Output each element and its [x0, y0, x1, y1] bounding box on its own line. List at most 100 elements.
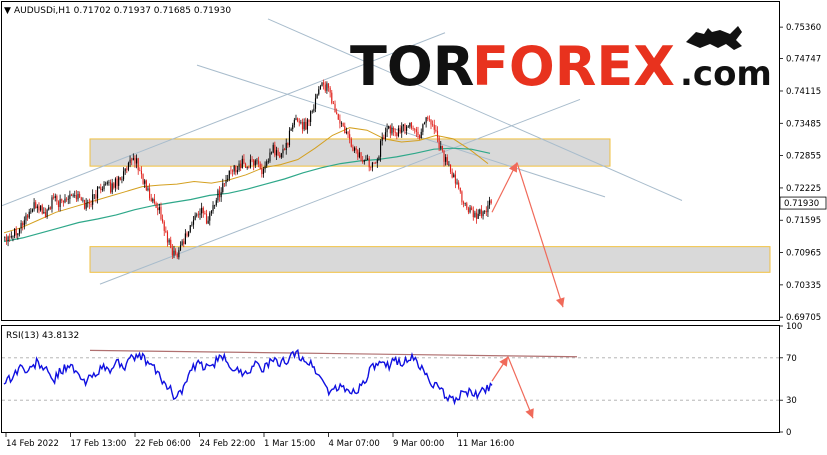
time-tick-label: 22 Feb 06:00 — [135, 439, 191, 449]
candle-body — [228, 170, 230, 179]
candle-body — [212, 205, 214, 212]
candle-body — [240, 163, 242, 168]
candle-body — [103, 183, 105, 190]
candle-body — [31, 209, 34, 212]
candle-body — [313, 108, 315, 112]
candle-body — [136, 158, 138, 164]
candle-body — [264, 165, 266, 170]
candle-body — [454, 174, 456, 184]
candle-body — [277, 150, 279, 156]
candle-body — [178, 250, 180, 258]
candle-body — [192, 219, 195, 225]
candle-body — [350, 139, 352, 147]
candle-body — [323, 82, 325, 85]
candle-body — [401, 126, 403, 133]
candle-body — [251, 159, 253, 161]
price-zones — [89, 138, 771, 273]
candle-body — [116, 178, 118, 186]
candle-body — [92, 194, 94, 205]
candle-body — [184, 233, 186, 245]
rsi-tick-label: 70 — [786, 354, 797, 364]
candle-body — [218, 190, 221, 198]
bull-icon — [686, 26, 742, 50]
candle-body — [44, 211, 47, 217]
candle-body — [412, 128, 414, 129]
candle-body — [122, 171, 125, 180]
candle-body — [371, 162, 374, 168]
candle-body — [106, 182, 108, 184]
candle-body — [267, 161, 269, 162]
time-tick-label: 1 Mar 15:00 — [264, 439, 315, 449]
candle-body — [209, 213, 211, 221]
candle-body — [189, 225, 191, 232]
rsi-tick-label: 100 — [786, 322, 802, 332]
logo-com-text: .com — [680, 54, 772, 94]
forecast-arrows-price — [491, 162, 565, 308]
candle-body — [249, 159, 252, 168]
candle-body — [30, 211, 32, 213]
candle-body — [423, 122, 426, 125]
candle-body — [349, 134, 351, 140]
ma-slow-line — [3, 147, 491, 243]
candle-body — [432, 124, 434, 126]
candle-body — [23, 220, 25, 226]
candle-body — [139, 170, 141, 171]
candle-body — [85, 202, 87, 209]
candle-body — [362, 160, 364, 162]
candle-body — [331, 92, 333, 104]
candle-body — [461, 191, 463, 203]
candle-body — [196, 214, 198, 216]
candle-body — [446, 157, 448, 165]
candle-body — [266, 161, 268, 166]
candle-body — [254, 160, 256, 166]
candle-body — [484, 210, 486, 212]
candle-body — [166, 232, 169, 243]
candle-body — [404, 124, 406, 131]
candle-body — [233, 165, 235, 172]
forecast-arrows-rsi — [491, 356, 534, 419]
candle-body — [316, 94, 318, 99]
candle-body — [282, 149, 284, 154]
candle-body — [152, 199, 154, 202]
candle-body — [275, 150, 278, 156]
candle-body — [380, 140, 382, 157]
time-axis: 14 Feb 2022 17 Feb 13:00 22 Feb 06:00 24 Fe… — [5, 433, 514, 449]
candle-body — [459, 187, 461, 192]
candle-body — [17, 233, 19, 236]
rsi-tick-label: 0 — [786, 428, 791, 438]
candle-body — [155, 203, 157, 208]
candle-body — [272, 144, 274, 153]
candle-body — [406, 126, 408, 131]
candle-body — [64, 198, 66, 203]
rsi-arrow-down — [507, 356, 534, 419]
torforex-logo: TOR FOREX .com — [350, 26, 772, 98]
current-price-label: 0.71930 — [784, 199, 819, 209]
candle-body — [93, 194, 95, 195]
candle-body — [345, 131, 347, 134]
rsi-levels — [2, 349, 779, 401]
candle-body — [170, 239, 172, 248]
candle-body — [344, 125, 346, 134]
candle-body — [295, 118, 297, 120]
candle-body — [150, 198, 152, 202]
rsi-resistance-line — [89, 349, 578, 358]
candle-body — [132, 158, 134, 161]
candle-body — [419, 135, 421, 139]
collapse-icon[interactable]: ▼ — [4, 6, 11, 16]
candle-body — [430, 119, 432, 125]
candle-body — [314, 98, 317, 109]
candle-body — [20, 223, 22, 229]
candle-body — [236, 170, 238, 173]
candle-body — [79, 193, 81, 198]
candle-body — [458, 182, 460, 188]
candle-body — [134, 158, 136, 164]
candle-body — [415, 129, 417, 132]
candle-body — [293, 119, 295, 125]
candle-body — [241, 158, 243, 168]
candle-body — [336, 112, 338, 114]
candle-body — [199, 213, 201, 215]
candle-body — [306, 119, 308, 130]
candle-body — [373, 162, 375, 164]
forecast-arrow-up — [491, 162, 518, 213]
